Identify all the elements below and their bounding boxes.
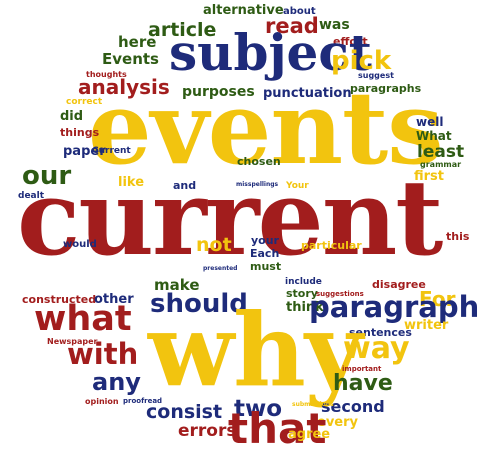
word-like: like: [118, 175, 145, 190]
word-have: have: [333, 371, 393, 396]
word-what: what: [34, 299, 132, 339]
word-dealt: dealt: [18, 191, 45, 201]
word-submissions: submissions: [292, 401, 334, 408]
word-first: first: [414, 169, 444, 184]
word-this: this: [446, 230, 470, 243]
word-agree: agree: [288, 427, 331, 442]
word-misspellings: misspellings: [236, 181, 279, 188]
word-paragraphs: paragraphs: [350, 82, 422, 95]
word-constructed: constructed: [22, 293, 97, 306]
word-and: and: [173, 179, 197, 192]
word-not: not: [196, 234, 232, 256]
word-sentences: sentences: [349, 326, 412, 339]
word-proofread: proofread: [123, 397, 163, 405]
word-suggestions: suggestions: [316, 290, 364, 298]
word-alternative: alternative: [203, 3, 284, 18]
word-make: make: [154, 276, 200, 294]
word-should: should: [150, 289, 248, 319]
word-would: would: [63, 239, 97, 250]
word-pick: pick: [331, 46, 392, 76]
word-correct: correct: [66, 97, 103, 107]
word-Your: Your: [286, 181, 309, 191]
word-Newspaper: Newspaper: [47, 337, 98, 346]
word-paragraph: paragraph: [309, 290, 480, 324]
word-must: must: [250, 260, 282, 273]
word-disagree: disagree: [372, 278, 426, 291]
word-did: did: [60, 109, 84, 124]
word-about: about: [283, 6, 316, 17]
word-with: with: [67, 337, 139, 371]
word-least: least: [417, 142, 465, 162]
word-presented: presented: [203, 265, 238, 272]
word-was: was: [319, 17, 350, 33]
word-way: way: [343, 331, 410, 366]
word-chosen: chosen: [237, 155, 281, 168]
word-our: our: [22, 161, 72, 191]
word-errors: errors: [178, 421, 237, 441]
word-paper: paper: [63, 144, 106, 159]
word-story: story: [286, 287, 318, 300]
word-Events: Events: [102, 50, 159, 68]
word-What: What: [416, 129, 452, 143]
word-any: any: [92, 368, 141, 396]
word-For: For: [419, 287, 456, 311]
word-why: why: [148, 291, 363, 409]
word-particular: particular: [301, 239, 362, 252]
word-effort: effort: [333, 35, 368, 48]
word-subject: subject: [169, 23, 372, 82]
word-well: well: [416, 115, 444, 129]
word-writer: writer: [404, 318, 449, 333]
word-article: article: [148, 19, 217, 41]
word-your: your: [251, 234, 279, 247]
word-that: that: [228, 404, 327, 453]
word-grammar: grammar: [420, 160, 462, 169]
word-punctuation: punctuation: [263, 86, 352, 101]
word-include: include: [285, 277, 322, 287]
word-important: important: [342, 365, 382, 373]
word-analysis: analysis: [78, 75, 170, 99]
word-things: things: [60, 126, 100, 139]
word-opinion: opinion: [85, 397, 119, 406]
word-purposes: purposes: [182, 84, 255, 100]
word-thoughts: thoughts: [86, 70, 127, 79]
word-here: here: [118, 33, 157, 51]
word-other: other: [94, 292, 134, 307]
word-read: read: [265, 14, 319, 38]
word-second: second: [321, 397, 385, 416]
word-current: current: [17, 156, 443, 279]
word-events: events: [88, 69, 444, 187]
word-consist: consist: [146, 401, 223, 423]
word-Each: Each: [250, 247, 280, 260]
word-suggest: suggest: [358, 71, 394, 80]
word-two: two: [234, 396, 283, 422]
word-Current: Current: [92, 146, 131, 156]
word-think: think: [286, 300, 324, 315]
word-every: every: [317, 415, 358, 430]
